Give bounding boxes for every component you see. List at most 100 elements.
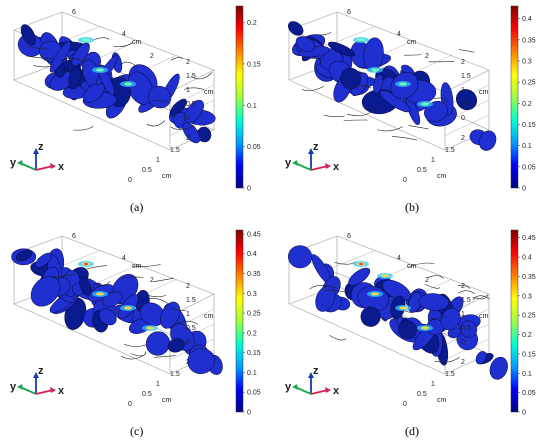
panel-caption: (d): [405, 424, 419, 438]
triad-x-label: x: [58, 161, 65, 173]
pore-wall: [79, 276, 92, 296]
pore-wall: [348, 267, 371, 286]
bottom-axis-tick: 0: [403, 401, 407, 408]
colorbar-scale: [510, 229, 519, 413]
pore-wall: [187, 348, 215, 374]
triad-y-label: y: [10, 381, 17, 393]
triad-y-label: y: [285, 157, 292, 169]
bottom-axis-tick: 0.5: [142, 391, 152, 398]
triad-z-label: z: [313, 365, 319, 377]
panel-caption: (c): [130, 424, 144, 438]
top-axis-tick: 4: [397, 255, 401, 262]
axis-triad: [17, 148, 56, 171]
pore-wall: [426, 318, 444, 336]
bottom-axis-tick: 1: [156, 157, 160, 164]
right-axis-tick: 1.5: [186, 73, 196, 80]
figure-panel-b: 6 4 2 cm 2 1.5 1 0.5 0 cm 0 0.5 1 1.5 2 cm z y x 0.4 0.35 0.3…: [285, 5, 536, 193]
colorbar-tick: 0.1: [247, 103, 257, 110]
colorbar-tick: 0.05: [247, 390, 261, 397]
colorbar-tick: 0.35: [522, 274, 536, 281]
right-axis-tick: 0: [186, 115, 190, 122]
triad-y-label: y: [10, 157, 17, 169]
colorbar-tick: 0.25: [522, 80, 536, 87]
pore-wall: [15, 250, 32, 262]
bottom-axis-unit: cm: [162, 173, 172, 180]
right-axis-unit: cm: [204, 313, 214, 320]
bottom-axis-unit: cm: [437, 397, 447, 404]
pore-wall: [360, 306, 381, 327]
panel-caption: (a): [130, 200, 144, 214]
pore-wall: [328, 41, 356, 57]
figure-panel-c: 6 4 2 cm 2 1.5 1 0.5 0 cm 0 0.5 1 1.5 2 cm z y x 0.45 0.4 0.3…: [10, 229, 261, 417]
triad-y-label: y: [285, 381, 292, 393]
colorbar-tick: 0.4: [522, 16, 532, 23]
colorbar: [235, 229, 245, 413]
colorbar-tick: 0: [247, 186, 251, 193]
colorbar-tick: 0.15: [247, 350, 261, 357]
pore-wall: [102, 291, 123, 307]
right-axis-tick: 2: [461, 283, 465, 290]
right-axis-tick: 1: [461, 87, 465, 94]
right-axis-tick: 1.5: [461, 73, 471, 80]
colorbar-tick: 0.4: [522, 255, 532, 262]
colorbar-tick: 0.2: [522, 101, 532, 108]
panel-a: 6 4 2 cm 2 1.5 1 0.5 0 cm 0 0.5 1 1.5 2 cm z y x 0.2 0.15 0.1…: [0, 0, 275, 224]
panel-b: 6 4 2 cm 2 1.5 1 0.5 0 cm 0 0.5 1 1.5 2 cm z y x 0.4 0.35 0.3…: [275, 0, 550, 224]
pore-wall: [340, 67, 361, 90]
top-axis-tick: 6: [72, 9, 76, 16]
right-axis-tick: 1: [186, 311, 190, 318]
colorbar-tick: 0.4: [247, 251, 257, 258]
pore-wall: [184, 99, 204, 124]
bottom-axis-tick: 1.5: [445, 147, 455, 154]
right-axis-tick: 2: [461, 59, 465, 66]
colorbar-scale: [235, 229, 244, 413]
triad-x-label: x: [333, 385, 340, 397]
colorbar-tick: 0.35: [522, 37, 536, 44]
pore-wall: [20, 24, 36, 46]
right-axis-tick: 0: [186, 339, 190, 346]
bottom-axis-tick: 2: [461, 135, 465, 142]
bottom-axis-tick: 1.5: [445, 371, 455, 378]
right-axis-unit: cm: [479, 313, 489, 320]
top-axis-tick: 4: [397, 31, 401, 38]
colorbar-tick: 0.3: [247, 291, 257, 298]
colorbar-scale: [510, 5, 519, 189]
pore-wall: [398, 320, 417, 339]
top-axis-tick: 6: [347, 233, 351, 240]
right-axis-tick: 0: [461, 339, 465, 346]
right-axis-tick: 0.5: [186, 325, 196, 332]
triad-x-label: x: [333, 161, 340, 173]
colorbar-tick: 0.2: [522, 332, 532, 339]
pore-wall: [30, 275, 61, 307]
pore-wall: [71, 42, 90, 67]
right-axis-tick: 2: [186, 283, 190, 290]
bottom-axis-tick: 2: [461, 359, 465, 366]
pore-wall: [288, 245, 313, 269]
colorbar: [510, 229, 520, 413]
bottom-axis-tick: 1.5: [170, 371, 180, 378]
right-axis-tick: 1: [461, 311, 465, 318]
colorbar-tick: 0.45: [522, 235, 536, 242]
pore-wall: [456, 89, 478, 111]
top-axis-tick: 6: [347, 9, 351, 16]
pore-wall: [373, 74, 384, 94]
colorbar-tick: 0.05: [247, 144, 261, 151]
colorbar-tick: 0: [247, 410, 251, 417]
right-axis-tick: 0.5: [461, 101, 471, 108]
bottom-axis-tick: 0: [128, 177, 132, 184]
colorbar-tick: 0.1: [522, 371, 532, 378]
axis-triad: [292, 372, 331, 395]
figure-panel-d: 6 4 2 cm 2 1.5 1 0.5 0 cm 0 0.5 1 1.5 2 cm z y x 0.45 0.4 0.3…: [285, 229, 536, 417]
colorbar-tick: 0: [522, 410, 526, 417]
panel-d: 6 4 2 cm 2 1.5 1 0.5 0 cm 0 0.5 1 1.5 2 cm z y x 0.45 0.4 0.3…: [275, 224, 550, 448]
top-axis-unit: cm: [407, 39, 417, 46]
porous-structure: [288, 245, 508, 380]
colorbar-tick: 0.1: [247, 370, 257, 377]
colorbar-tick: 0.3: [522, 59, 532, 66]
top-axis-tick: 2: [150, 277, 154, 284]
colorbar-tick: 0.15: [247, 61, 261, 68]
pore-wall: [418, 293, 449, 311]
porous-structure: [11, 248, 223, 375]
pore-wall: [148, 85, 172, 109]
top-axis-tick: 2: [425, 277, 429, 284]
